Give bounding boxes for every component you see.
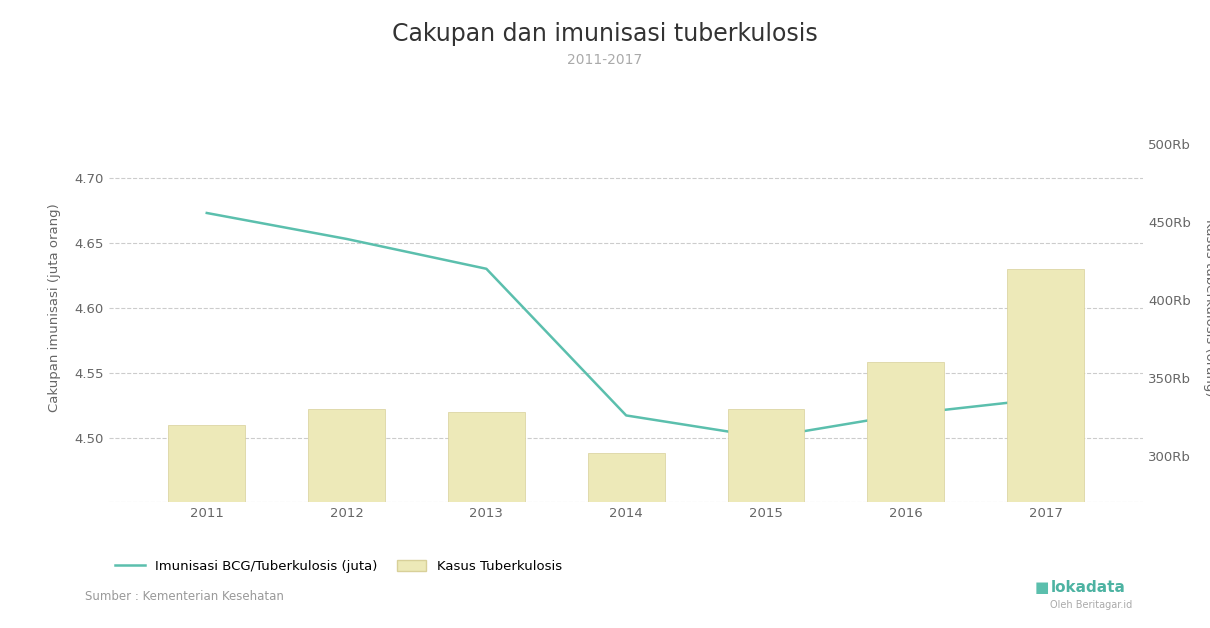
Bar — [448, 412, 525, 628]
Bar — [168, 425, 246, 628]
Text: Cakupan dan imunisasi tuberkulosis: Cakupan dan imunisasi tuberkulosis — [392, 22, 818, 46]
Bar — [1007, 269, 1084, 628]
Bar — [727, 409, 805, 628]
Bar — [868, 362, 944, 628]
Text: Oleh Beritagar.id: Oleh Beritagar.id — [1050, 600, 1133, 610]
Text: ■: ■ — [1035, 580, 1049, 595]
Y-axis label: Kasus tuberkulosis (orang): Kasus tuberkulosis (orang) — [1203, 219, 1210, 396]
Bar — [309, 409, 385, 628]
Text: Sumber : Kementerian Kesehatan: Sumber : Kementerian Kesehatan — [85, 590, 283, 603]
Legend: Imunisasi BCG/Tuberkulosis (juta), Kasus Tuberkulosis: Imunisasi BCG/Tuberkulosis (juta), Kasus… — [115, 560, 561, 573]
Text: 2011-2017: 2011-2017 — [567, 53, 643, 67]
Y-axis label: Cakupan imunisasi (juta orang): Cakupan imunisasi (juta orang) — [47, 203, 60, 412]
Text: lokadata: lokadata — [1050, 580, 1125, 595]
Bar — [588, 453, 664, 628]
